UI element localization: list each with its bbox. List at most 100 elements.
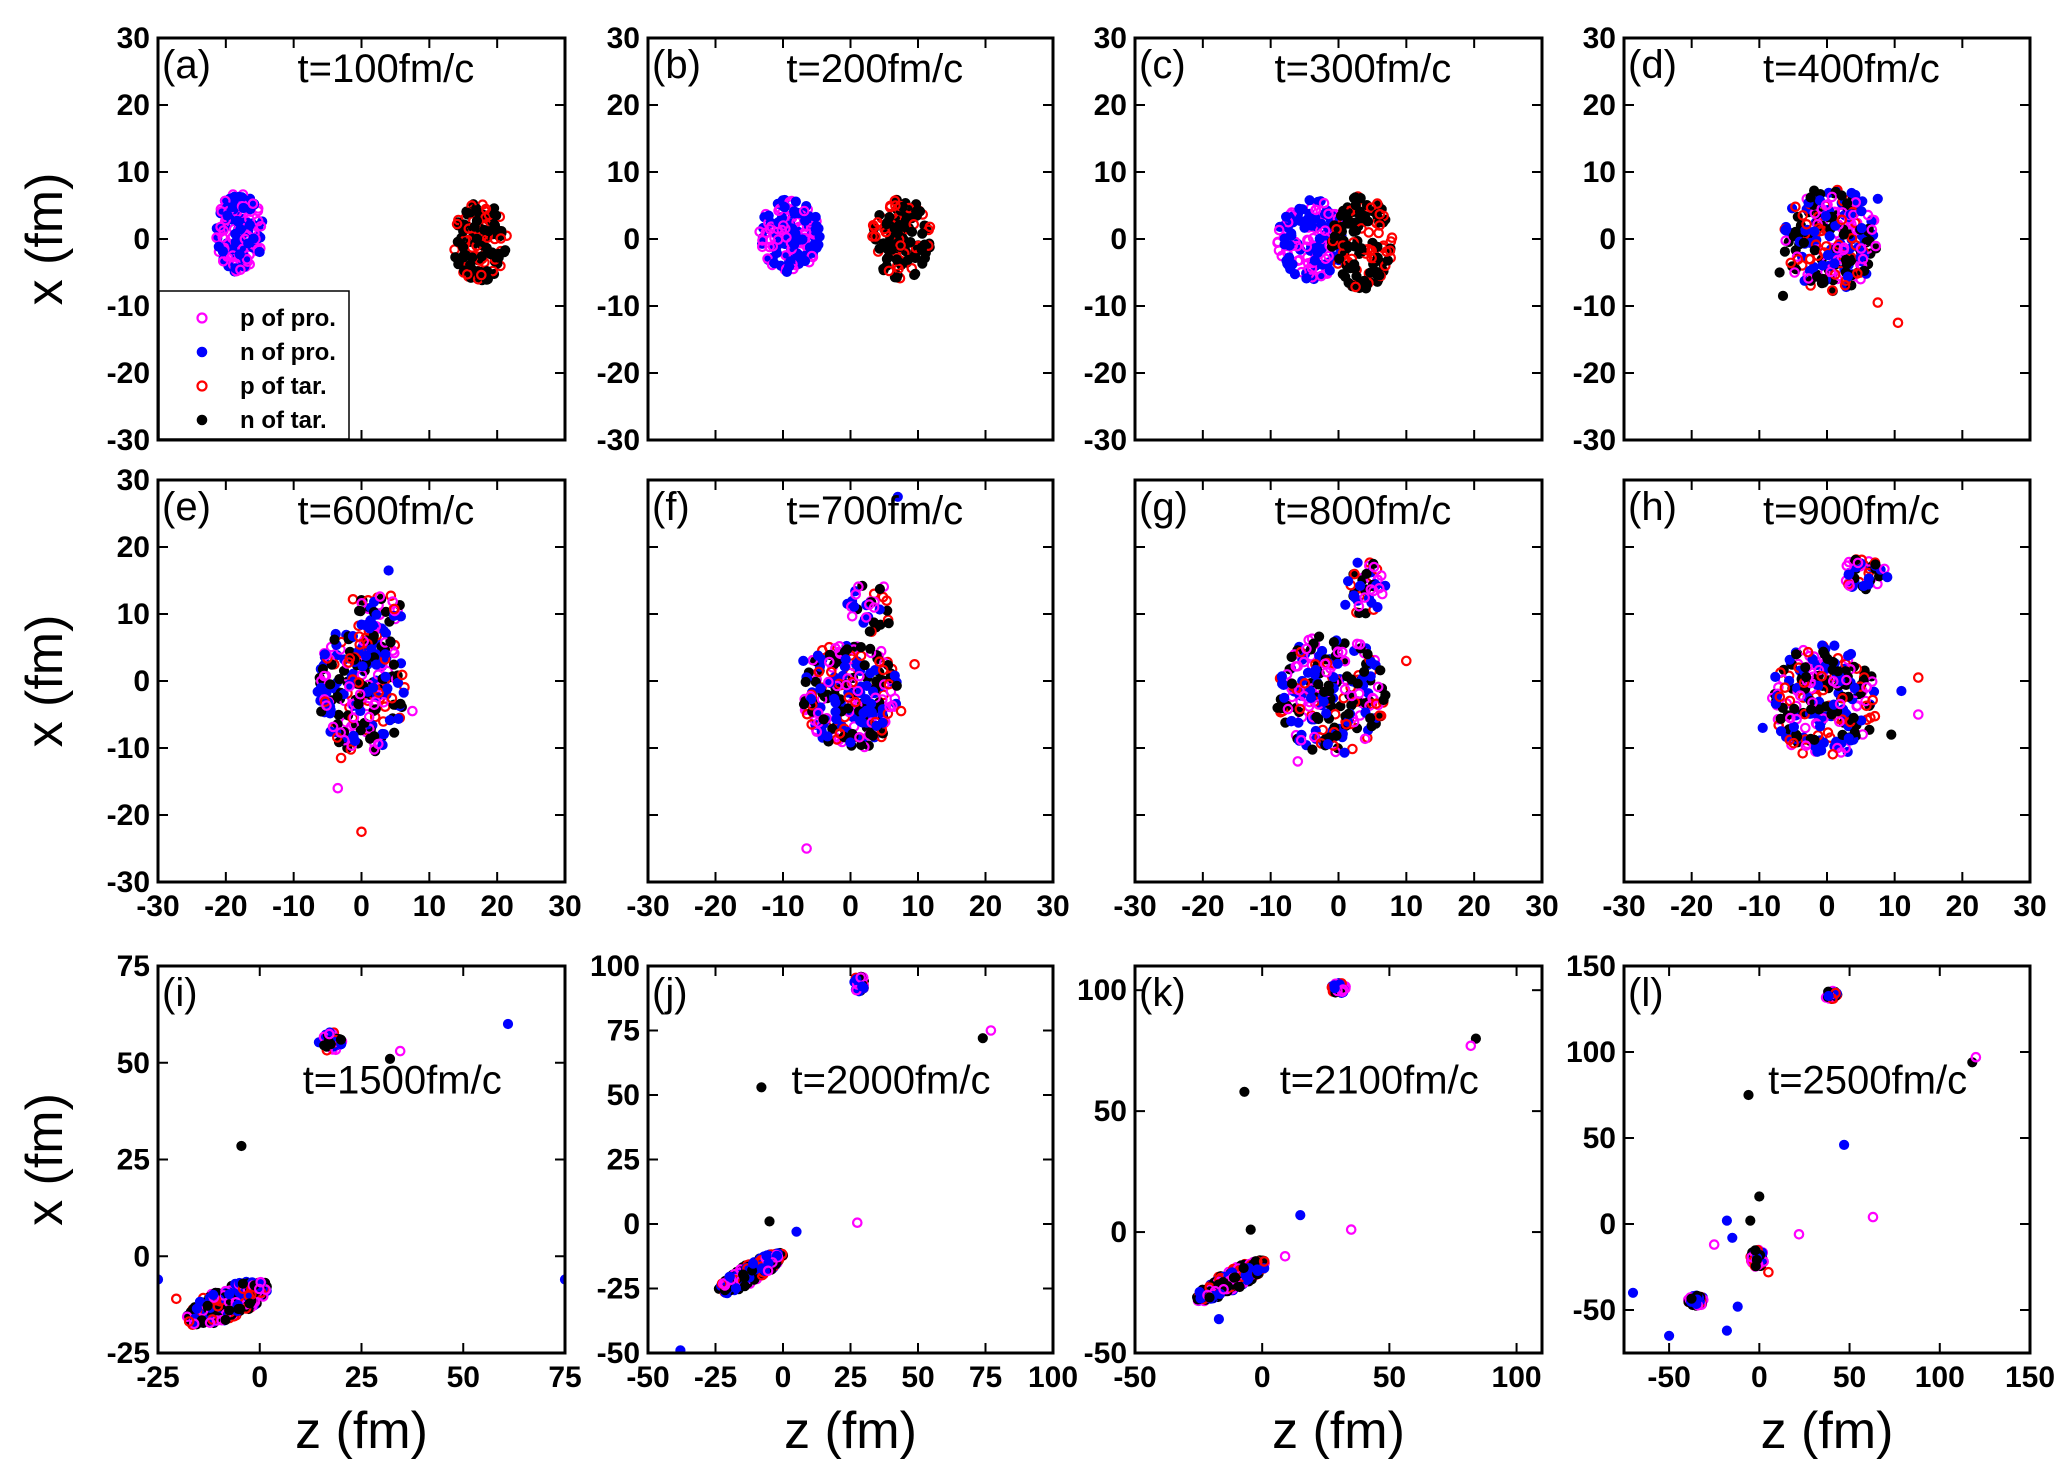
nucleon-point [323,1028,335,1040]
nucleon-point [1238,1262,1249,1274]
nucleon-point [1309,255,1321,266]
nucleon-point [211,232,222,243]
nucleon-point [335,752,347,764]
nucleon-point [1784,654,1795,665]
nucleon-point [1362,216,1374,227]
nucleon-point [1839,279,1851,291]
nucleon-point [215,221,226,233]
nucleon-point [1840,254,1852,265]
nucleon-point [1727,1232,1738,1243]
nucleon-point [799,255,811,267]
nucleon-point [1775,713,1786,724]
nucleon-point [1817,684,1829,696]
nucleon-point [846,610,858,622]
nucleon-point [822,731,833,742]
nucleon-point [801,843,812,854]
nucleon-point [798,699,810,710]
x-tick-label: 0 [1254,1361,1271,1394]
y-tick-label: -30 [107,424,150,457]
nucleon-point [1827,664,1838,675]
y-axis-title: x (fm) [16,615,74,748]
nucleon-point [388,659,399,670]
nucleon-point [1346,700,1357,711]
nucleon-point [1286,228,1297,239]
y-tick-label: -10 [597,290,640,323]
nucleon-point [319,649,330,660]
nucleon-point [800,676,811,688]
nucleon-point [865,668,876,679]
nucleon-point [874,656,885,667]
panel-j: -50 -25 0 25 50 75 100 -50 -25 0 25 50 75 100 (j) t=200… [590,950,1078,1394]
nucleon-point [1828,675,1839,687]
nucleon-point [1307,744,1318,755]
x-tick-label: -20 [694,890,737,923]
nucleon-point [241,253,253,265]
x-tick-label: -30 [136,890,179,923]
nucleon-point [1780,225,1791,236]
y-tick-label: -50 [1573,1294,1616,1327]
nucleon-point [1286,715,1297,727]
nucleon-point [1788,737,1799,749]
nucleon-point [827,723,838,734]
nucleon-point [343,681,355,692]
x-tick-label: 0 [251,1361,268,1394]
nucleon-point [471,215,482,226]
nucleon-point [1381,246,1392,257]
nucleon-point [334,674,345,685]
nucleon-point [1886,729,1897,740]
nucleon-point [891,227,903,239]
nucleon-point [903,254,914,265]
y-tick-label: -30 [597,424,640,457]
nucleon-point [1350,281,1361,293]
nucleon-point [868,221,880,232]
nucleon-point [878,238,889,249]
nucleon-point [756,241,768,253]
y-tick-label: 75 [607,1015,640,1048]
nucleon-point [1750,1245,1761,1256]
nucleon-point [1882,572,1893,583]
nucleon-point [1844,580,1855,592]
nucleon-point [1213,1314,1225,1325]
x-tick-label: -20 [1670,890,1713,923]
panel-letter: (g) [1139,485,1188,529]
nucleon-point [917,258,928,269]
nucleon-point [1757,722,1768,734]
nucleon-point [384,715,395,726]
nucleon-point [479,224,490,236]
y-axis-title: x (fm) [16,173,74,306]
nucleon-point [191,1303,202,1314]
panel-frame [1133,964,1544,1355]
nucleon-point [1329,983,1340,994]
panel-f: -30 -20 -10 0 10 20 30 (f) t=700fm/c [626,478,1070,923]
nucleon-point [1870,559,1881,570]
nucleon-point [1774,267,1785,278]
nucleon-point [1356,243,1367,254]
panel-e-data [312,565,418,838]
panel-time-label: t=200fm/c [786,47,963,91]
nucleon-point [183,1316,195,1327]
nucleon-point [218,255,229,267]
nucleon-point [1827,748,1839,760]
nucleon-point [236,192,247,203]
x-tick-label: -25 [694,1361,737,1394]
nucleon-point [1809,734,1820,745]
nucleon-point [1374,209,1386,220]
nucleon-point [1352,678,1363,689]
nucleon-point [798,655,809,667]
panel-time-label: t=400fm/c [1763,47,1940,91]
legend-label: p of tar. [240,373,327,400]
nucleon-point [1334,253,1345,264]
nucleon-point [1323,208,1334,220]
x-tick-label: -20 [1181,890,1224,923]
nucleon-point [224,1289,235,1300]
nucleon-point [1866,224,1878,235]
nucleon-point [883,618,894,629]
nucleon-point [985,1025,997,1036]
nucleon-point [471,233,483,244]
nucleon-point [495,233,507,244]
panel-b: -30 -20 -10 0 10 20 30 (b) t=200fm/c [597,22,1055,457]
panel-k-data [1192,978,1482,1325]
nucleon-point [909,658,920,670]
nucleon-point [1374,220,1385,231]
x-tick-label: 100 [1028,1361,1078,1394]
